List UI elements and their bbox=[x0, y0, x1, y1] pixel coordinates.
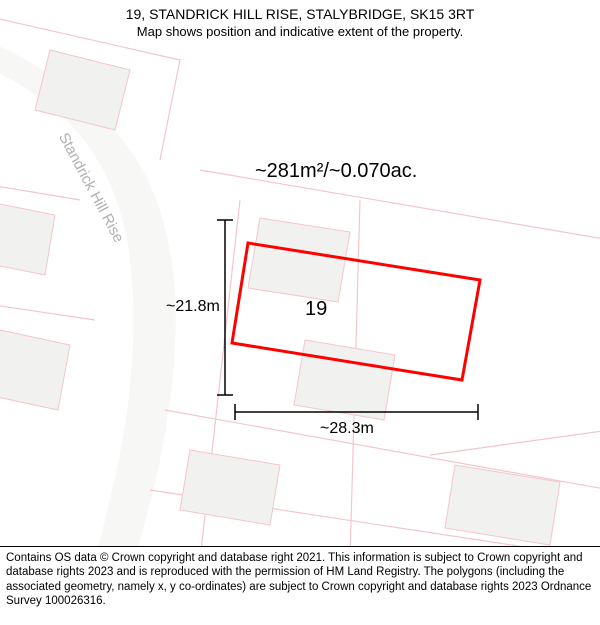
house-number-label: 19 bbox=[305, 298, 327, 321]
height-dimension-label: ~21.8m bbox=[166, 298, 220, 316]
area-label: ~281m²/~0.070ac. bbox=[255, 160, 417, 183]
copyright-footer: Contains OS data © Crown copyright and d… bbox=[0, 546, 600, 625]
header: 19, STANDRICK HILL RISE, STALYBRIDGE, SK… bbox=[0, 6, 600, 39]
header-subtitle: Map shows position and indicative extent… bbox=[0, 24, 600, 39]
width-dimension-label: ~28.3m bbox=[320, 420, 374, 438]
property-address-title: 19, STANDRICK HILL RISE, STALYBRIDGE, SK… bbox=[0, 6, 600, 22]
map-svg bbox=[0, 0, 600, 546]
map-area: ~281m²/~0.070ac. ~21.8m ~28.3m 19 Standr… bbox=[0, 0, 600, 546]
